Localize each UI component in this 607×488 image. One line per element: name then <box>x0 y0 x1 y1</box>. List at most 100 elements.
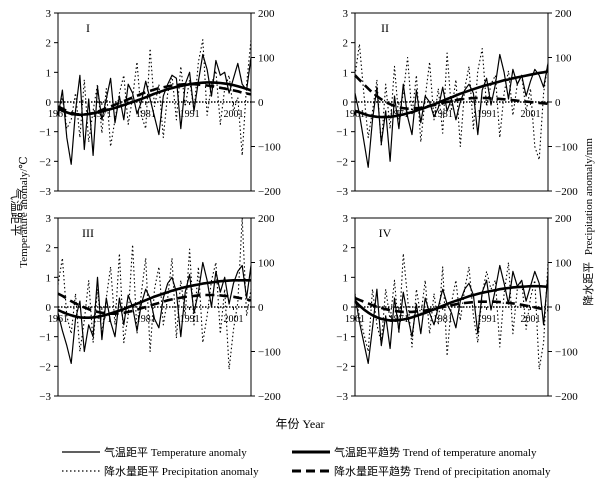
panel-iv-left-tick-label: 2 <box>343 243 349 255</box>
panel-ii-right-tick-label: 100 <box>555 53 572 65</box>
panel-i-left-tick-label: 3 <box>46 8 52 20</box>
legend-item-precip: 降水量距平 Precipitation anomaly <box>62 464 259 478</box>
panel-ii-series-temp <box>354 53 549 168</box>
panel-i-x-tick-label: 1971 <box>92 109 112 120</box>
left-axis-title-cn: 气温距平 <box>9 188 24 236</box>
panel-i-left-tick-label: 2 <box>46 38 52 50</box>
panel-iv-series-temp <box>354 264 549 364</box>
panel-iv-left-tick-label: −1 <box>336 332 348 344</box>
panel-iii-left-tick-label: 1 <box>46 272 52 284</box>
panel-ii-left-tick-label: 0 <box>343 97 349 109</box>
panel-iv-right-tick-label: 100 <box>555 258 572 270</box>
panel-ii-series-precip <box>354 43 549 161</box>
legend-item-precip-trend: 降水量距平趋势 Trend of precipitation anomaly <box>292 464 551 478</box>
panel-i-left-tick-label: 0 <box>46 97 52 109</box>
panel-iii-right-tick-label: 200 <box>258 213 275 225</box>
panel-ii-left-tick-label: 2 <box>343 38 349 50</box>
legend-item-temp: 气温距平 Temperature anomaly <box>62 445 247 459</box>
panel-i-label: I <box>86 21 90 35</box>
panel-i-left-tick-label: −2 <box>39 156 51 168</box>
panel-ii-label: II <box>381 21 389 35</box>
panel-iii-right-tick-label: −100 <box>258 347 281 359</box>
panel-i-left-tick-label: −1 <box>39 127 51 139</box>
panel-i-right-tick-label: 200 <box>258 8 275 20</box>
panel-i-series-precip-trend <box>57 82 252 116</box>
panel-i-x-tick-label: 2001 <box>223 109 243 120</box>
panel-ii-left-tick-label: −3 <box>336 186 348 198</box>
panel-i-series-precip <box>57 39 252 156</box>
panel-ii-x-tick-label: 1961 <box>345 109 365 120</box>
panel-iv-left-tick-label: −3 <box>336 391 348 403</box>
panel-ii-right-tick-label: −100 <box>555 142 578 154</box>
panel-iii-right-tick-label: 100 <box>258 258 275 270</box>
panel-iii-x-tick-label: 1991 <box>180 314 200 325</box>
panel-ii-left-tick-label: −1 <box>336 127 348 139</box>
panel-iv-label: IV <box>379 226 392 240</box>
panel-iii-x-tick-label: 2001 <box>223 314 243 325</box>
panel-ii-right-tick-label: 0 <box>555 97 561 109</box>
panel-iii: −3 −2 −1 0 1 2 3 −200 −100 0 100 200 1961 1971 1981 199… <box>39 213 281 403</box>
panel-iv-left-tick-label: 3 <box>343 213 349 225</box>
legend-item-temp-trend: 气温距平趋势 Trend of temperature anomaly <box>292 445 537 459</box>
legend-label-temp: 气温距平 Temperature anomaly <box>104 445 247 459</box>
panel-iv-left-tick-label: −2 <box>336 361 348 373</box>
right-axis-title: 降水距平 Precipitation anomaly/mm <box>581 138 595 306</box>
x-axis-title: 年份 Year <box>275 417 324 431</box>
panel-iv-series-precip <box>354 253 549 370</box>
panel-ii-x-tick-label: 1991 <box>477 109 497 120</box>
panel-iii-series-precip <box>57 217 252 370</box>
panel-iii-left-tick-label: −3 <box>39 391 51 403</box>
panel-iv-right-tick-label: 200 <box>555 213 572 225</box>
panel-iii-x-tick-label: 1981 <box>136 314 156 325</box>
panel-iv-x-tick-label: 1991 <box>477 314 497 325</box>
panel-iv-right-tick-label: −100 <box>555 347 578 359</box>
panel-iv-series-precip-trend <box>354 296 549 314</box>
panel-i-right-tick-label: −100 <box>258 142 281 154</box>
panel-i-left-tick-label: 1 <box>46 67 52 79</box>
panel-ii-x-tick-label: 1981 <box>433 109 453 120</box>
panel-ii-x-tick-label: 2001 <box>520 109 540 120</box>
panel-ii-right-tick-label: 200 <box>555 8 572 20</box>
panel-ii-series-precip-trend <box>354 74 549 110</box>
legend-label-precip: 降水量距平 Precipitation anomaly <box>104 464 259 478</box>
panel-iv-left-tick-label: 1 <box>343 272 349 284</box>
panel-iv-left-tick-label: 0 <box>343 302 349 314</box>
panel-iii-series-precip-trend <box>57 292 252 316</box>
panel-iii-x-tick-label: 1961 <box>48 314 68 325</box>
panel-ii-right-tick-label: −200 <box>555 186 578 198</box>
panel-i-right-tick-label: −200 <box>258 186 281 198</box>
panel-iii-left-tick-label: 3 <box>46 213 52 225</box>
panel-iii-left-tick-label: 2 <box>46 243 52 255</box>
legend: 气温距平 Temperature anomaly 气温距平趋势 Trend of… <box>62 445 551 478</box>
panel-iii-right-tick-label: −200 <box>258 391 281 403</box>
panel-ii-series-temp-trend <box>354 70 549 119</box>
legend-label-precip-trend: 降水量距平趋势 Trend of precipitation anomaly <box>334 464 551 478</box>
right-axis-title-en: Precipitation anomaly/mm <box>583 138 595 255</box>
panel-iii-x-tick-label: 1971 <box>92 314 112 325</box>
panel-i-x-tick-label: 1991 <box>180 109 200 120</box>
panel-iii-right-tick-label: 0 <box>258 302 264 314</box>
panel-iv-x-tick-label: 1981 <box>433 314 453 325</box>
panel-iii-left-tick-label: −1 <box>39 332 51 344</box>
panel-ii-left-tick-label: 3 <box>343 8 349 20</box>
panel-ii-left-tick-label: −2 <box>336 156 348 168</box>
legend-label-temp-trend: 气温距平趋势 Trend of temperature anomaly <box>334 445 537 459</box>
panel-i-x-tick-label: 1981 <box>136 109 156 120</box>
panel-i-right-tick-label: 100 <box>258 53 275 65</box>
panel-i-series-temp <box>57 53 252 165</box>
panel-iii-series-temp <box>57 261 252 364</box>
panel-i-left-tick-label: −3 <box>39 186 51 198</box>
panel-iii-left-tick-label: 0 <box>46 302 52 314</box>
right-axis-title-cn: 降水距平 <box>581 262 595 306</box>
panel-ii-left-tick-label: 1 <box>343 67 349 79</box>
panel-iv-x-tick-label: 1961 <box>345 314 365 325</box>
left-axis-title-en: Temperature anomaly/℃ <box>18 156 30 267</box>
panel-iii-left-tick-label: −2 <box>39 361 51 373</box>
panel-iii-label: III <box>82 226 94 240</box>
panel-iv-right-tick-label: −200 <box>555 391 578 403</box>
